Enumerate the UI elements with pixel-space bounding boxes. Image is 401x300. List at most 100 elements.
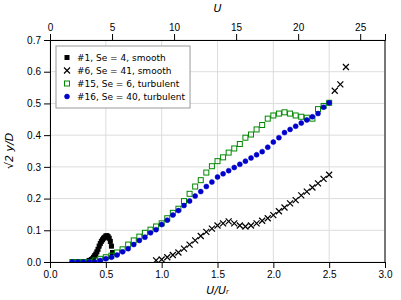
x2-axis-tick-label: 0 [48, 22, 54, 33]
legend-frame [56, 46, 190, 108]
point [187, 242, 193, 248]
grid-line-y [50, 230, 385, 231]
point [310, 114, 315, 119]
point [287, 200, 293, 206]
point [248, 223, 254, 229]
legend-label: #6, Se = 41, smooth [77, 66, 171, 76]
series [70, 100, 332, 262]
point [137, 238, 142, 243]
y-axis-tick: 0.0 [27, 257, 50, 268]
x2-axis-tick-label: 15 [231, 22, 243, 33]
point [165, 218, 170, 223]
series [87, 234, 114, 262]
x-axis-tick: 0.5 [99, 262, 113, 280]
y-axis-tick-label: 0.2 [27, 193, 41, 204]
x-axis-tick-label: 0.0 [44, 269, 58, 280]
x2-axis: 0510152025 [48, 22, 386, 41]
point [81, 260, 86, 263]
point [204, 170, 209, 175]
point [265, 145, 270, 150]
point [126, 246, 131, 251]
point [120, 249, 125, 254]
x2-axis-tick: 5 [110, 22, 116, 40]
point [115, 253, 120, 258]
point [209, 226, 215, 232]
point [237, 142, 242, 147]
point [182, 203, 187, 208]
grid-line-x [273, 40, 274, 262]
point [282, 130, 287, 135]
x-axis-tick-mark [385, 262, 386, 268]
point [175, 249, 181, 255]
point [226, 150, 231, 155]
point [221, 155, 226, 160]
point [109, 244, 113, 248]
y-axis-tick-label: 0.4 [27, 130, 41, 141]
point [321, 176, 327, 182]
point [215, 175, 220, 180]
point [315, 180, 321, 186]
x2-axis-tick-mark [360, 34, 361, 40]
x2-axis-tick: 20 [293, 22, 305, 40]
point [293, 124, 298, 129]
x-axis-tick: 3.0 [379, 262, 393, 280]
point [343, 64, 349, 70]
y-axis-line [44, 41, 51, 263]
point [170, 213, 175, 218]
y-axis-tick-mark [44, 230, 50, 231]
point [293, 197, 299, 203]
marks [70, 64, 349, 262]
legend-label: #1, Se = 4, smooth [77, 53, 166, 63]
y-axis: 0.00.10.20.30.40.50.60.7 [27, 35, 50, 268]
point [316, 111, 321, 116]
x-axis-tick-label: 2.0 [267, 269, 281, 280]
point [326, 172, 332, 178]
point [271, 113, 276, 118]
x2-axis-tick: 10 [169, 22, 181, 40]
point [215, 223, 221, 229]
y-axis-tick-mark [44, 103, 50, 104]
x-axis-tick-mark [218, 262, 219, 268]
point [254, 152, 259, 157]
y-axis-tick-mark [44, 167, 50, 168]
point [92, 260, 97, 263]
point [260, 122, 265, 127]
point [265, 116, 270, 121]
point [198, 189, 203, 194]
y-axis-tick-label: 0.5 [27, 98, 41, 109]
grid-line-y [50, 135, 385, 136]
point [282, 110, 287, 115]
point [193, 184, 198, 189]
y-axis-tick: 0.5 [27, 98, 50, 109]
point [87, 260, 92, 263]
legend-label: #16, Se = 40, turbulent [77, 92, 185, 102]
x-axis-tick: 0.0 [44, 262, 58, 280]
x2-axis-tick-mark [174, 34, 175, 40]
x-axis-tick-label: 2.5 [323, 269, 337, 280]
point [337, 81, 343, 87]
x2-axis-tick-mark [112, 34, 113, 40]
y-axis-tick-label: 0.0 [27, 257, 41, 268]
x-axis-tick: 2.0 [267, 262, 281, 280]
x-axis-tick: 1.5 [211, 262, 225, 280]
point [193, 194, 198, 199]
x-axis-tick-label: 1.0 [155, 269, 169, 280]
point [204, 184, 209, 189]
x2-axis-line [51, 34, 386, 41]
legend-marker [65, 94, 70, 99]
x-axis-tick-label: 0.5 [99, 269, 113, 280]
point [181, 246, 187, 252]
point [327, 100, 332, 105]
legend-marker [65, 81, 70, 86]
point [249, 155, 254, 160]
x-axis-tick: 2.5 [323, 262, 337, 280]
point [109, 255, 114, 260]
legend-marker [65, 56, 69, 60]
x-axis-tick-mark [162, 262, 163, 268]
point [265, 215, 271, 221]
legend-entry: #16, Se = 40, turbulent [65, 92, 186, 102]
point [103, 256, 108, 261]
grid-line-y [50, 166, 385, 167]
point [304, 117, 309, 122]
point [187, 199, 192, 204]
